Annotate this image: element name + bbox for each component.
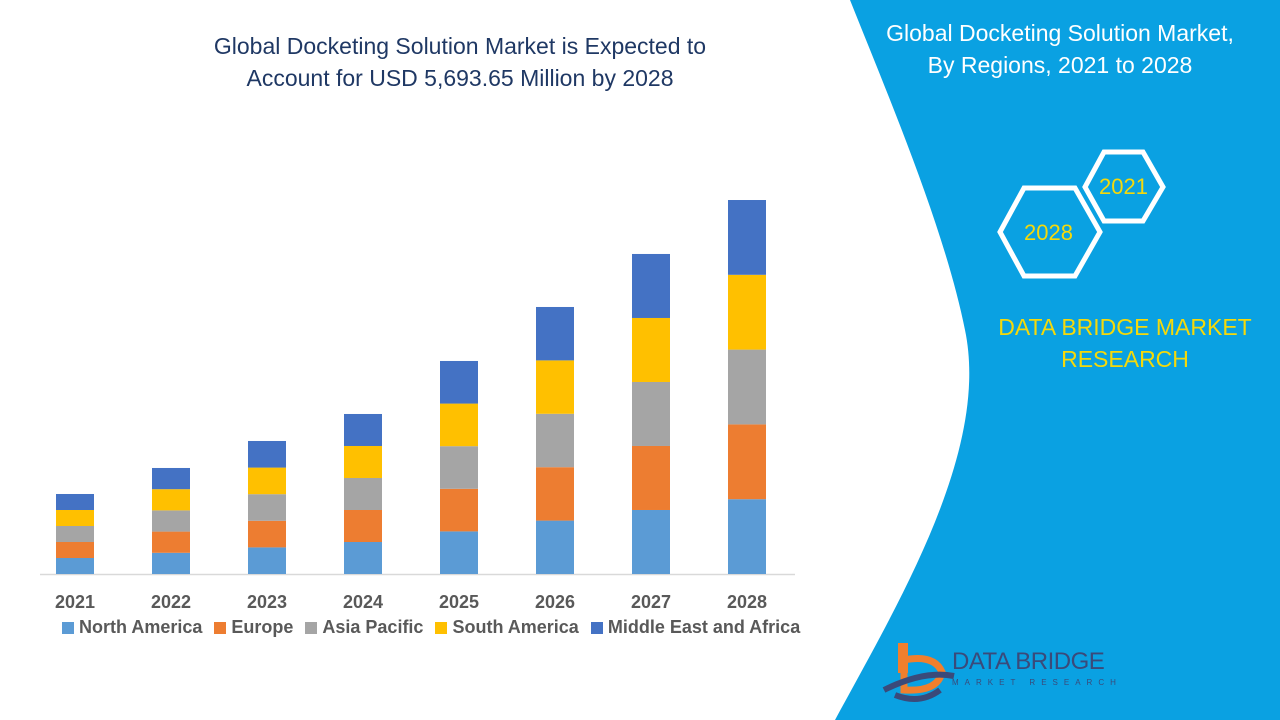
bar-2023-europe <box>248 520 286 548</box>
bar-2024-asia-pacific <box>344 477 382 510</box>
bar-2022-north-america <box>152 552 190 574</box>
logo-subtext: MARKET RESEARCH <box>952 678 1122 687</box>
chart-title-line-1: Global Docketing Solution Market is Expe… <box>213 33 707 59</box>
bar-2027-middle-east-and-africa <box>632 253 670 318</box>
x-tick-label: 2022 <box>151 592 191 612</box>
bar-2024-middle-east-and-africa <box>344 413 382 446</box>
bar-2024-north-america <box>344 541 382 574</box>
bar-2021-europe <box>56 541 94 558</box>
legend-label: South America <box>452 617 579 637</box>
bar-2022-europe <box>152 531 190 553</box>
legend-label: Europe <box>231 617 294 637</box>
bar-2026-europe <box>536 467 574 521</box>
bar-2027-south-america <box>632 317 670 382</box>
right-panel-background <box>835 0 1280 720</box>
bar-2026-asia-pacific <box>536 413 574 468</box>
bar-2026-south-america <box>536 360 574 414</box>
brand-text: DATA BRIDGE MARKET RESEARCH <box>980 311 1270 375</box>
bar-2024-south-america <box>344 445 382 478</box>
bar-2025-europe <box>440 488 478 532</box>
panel-title-line-1: Global Docketing Solution Market, <box>886 20 1234 46</box>
x-tick-label: 2025 <box>439 592 479 612</box>
legend-label: Asia Pacific <box>322 617 424 637</box>
x-tick-label: 2023 <box>247 592 287 612</box>
x-tick-label: 2021 <box>55 592 95 612</box>
legend-swatch <box>214 621 227 634</box>
bars <box>56 200 766 574</box>
bar-2021-south-america <box>56 509 94 526</box>
bar-2023-middle-east-and-africa <box>248 440 286 468</box>
hexagon-2021 <box>1082 149 1166 224</box>
panel-title: Global Docketing Solution Market, By Reg… <box>860 17 1260 81</box>
legend-item-europe: Europe <box>214 617 293 638</box>
bar-2027-asia-pacific <box>632 381 670 446</box>
bar-2027-north-america <box>632 509 670 574</box>
chart-title: Global Docketing Solution Market is Expe… <box>150 30 770 94</box>
legend-swatch <box>435 621 448 634</box>
hex-label-2021: 2021 <box>1099 174 1148 199</box>
brand-line-1: DATA BRIDGE MARKET <box>998 314 1252 340</box>
bar-2022-middle-east-and-africa <box>152 467 190 490</box>
panel-title-line-2: By Regions, 2021 to 2028 <box>927 52 1193 78</box>
legend-label: Middle East and Africa <box>607 617 801 637</box>
x-tick-label: 2026 <box>535 592 575 612</box>
bar-2023-north-america <box>248 547 286 574</box>
bar-2023-south-america <box>248 467 286 495</box>
logo-icon <box>882 643 955 702</box>
legend-swatch <box>590 621 603 634</box>
x-tick-label: 2028 <box>727 592 767 612</box>
hex-label-2028: 2028 <box>1024 220 1073 245</box>
bar-2021-north-america <box>56 557 94 574</box>
bar-2021-asia-pacific <box>56 525 94 542</box>
hexagon-2028 <box>997 185 1103 279</box>
brand-line-2: RESEARCH <box>1061 346 1189 372</box>
bar-2025-south-america <box>440 403 478 447</box>
legend-item-south-america: South America <box>435 617 579 638</box>
legend-swatch <box>305 621 318 634</box>
legend-item-north-america: North America <box>62 617 202 638</box>
legend: North America Europe Asia Pacific South … <box>62 617 800 638</box>
x-tick-label: 2024 <box>343 592 383 612</box>
bar-2022-asia-pacific <box>152 510 190 532</box>
logo-text: DATA BRIDGE <box>952 648 1105 675</box>
chart-title-line-2: Account for USD 5,693.65 Million by 2028 <box>246 65 674 91</box>
legend-item-middle-east-africa: Middle East and Africa <box>590 617 801 638</box>
bar-2028-north-america <box>728 499 766 574</box>
bar-2023-asia-pacific <box>248 494 286 521</box>
legend-item-asia-pacific: Asia Pacific <box>305 617 423 638</box>
bar-2025-north-america <box>440 531 478 574</box>
legend-label: North America <box>79 617 203 637</box>
bar-2022-south-america <box>152 489 190 511</box>
bar-2026-north-america <box>536 520 574 574</box>
legend-swatch <box>62 621 74 634</box>
bar-2025-asia-pacific <box>440 446 478 489</box>
bar-2025-middle-east-and-africa <box>440 360 478 404</box>
x-tick-label: 2027 <box>631 592 671 612</box>
x-tick-labels: 2021 2022 2023 2024 2025 2026 2027 2028 <box>55 592 767 612</box>
bar-2027-europe <box>632 445 670 510</box>
bar-2021-middle-east-and-africa <box>56 493 94 510</box>
bar-2028-europe <box>728 424 766 500</box>
bar-2028-middle-east-and-africa <box>728 200 766 275</box>
bar-2028-south-america <box>728 274 766 350</box>
bar-2024-europe <box>344 509 382 542</box>
bar-2026-middle-east-and-africa <box>536 306 574 361</box>
bar-2028-asia-pacific <box>728 349 766 425</box>
